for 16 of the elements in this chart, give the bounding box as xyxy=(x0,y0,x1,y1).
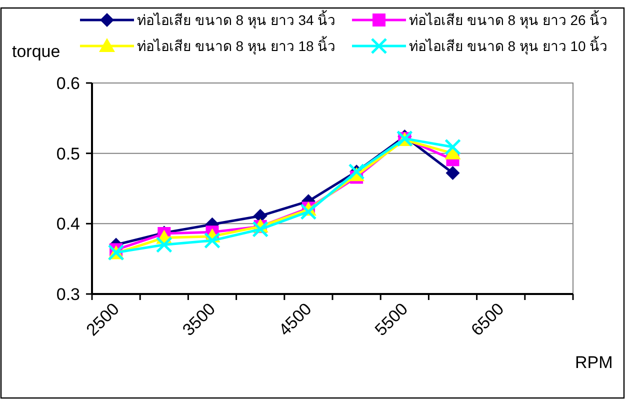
y-tick-label: 0.4 xyxy=(56,214,80,234)
y-tick-label: 0.3 xyxy=(56,285,80,304)
point xyxy=(446,166,460,180)
y-axis-title: torque xyxy=(12,42,60,61)
y-tick-label: 0.5 xyxy=(56,144,80,164)
legend-label: ท่อไอเสีย ขนาด 8 หุน ยาว 26 นิ้ว xyxy=(409,10,608,29)
point xyxy=(300,203,317,220)
point xyxy=(156,236,172,254)
legend-label: ท่อไอเสีย ขนาด 8 หุน ยาว 34 นิ้ว xyxy=(137,10,336,29)
point xyxy=(204,232,220,249)
legend-label: ท่อไอเสีย ขนาด 8 หุน ยาว 18 นิ้ว xyxy=(137,36,336,55)
legend-label: ท่อไอเสีย ขนาด 8 หุน ยาว 10 นิ้ว xyxy=(409,36,608,55)
x-axis-title: RPM xyxy=(575,353,613,372)
y-tick-label: 0.6 xyxy=(56,74,80,93)
point xyxy=(252,221,269,238)
point xyxy=(444,138,461,156)
